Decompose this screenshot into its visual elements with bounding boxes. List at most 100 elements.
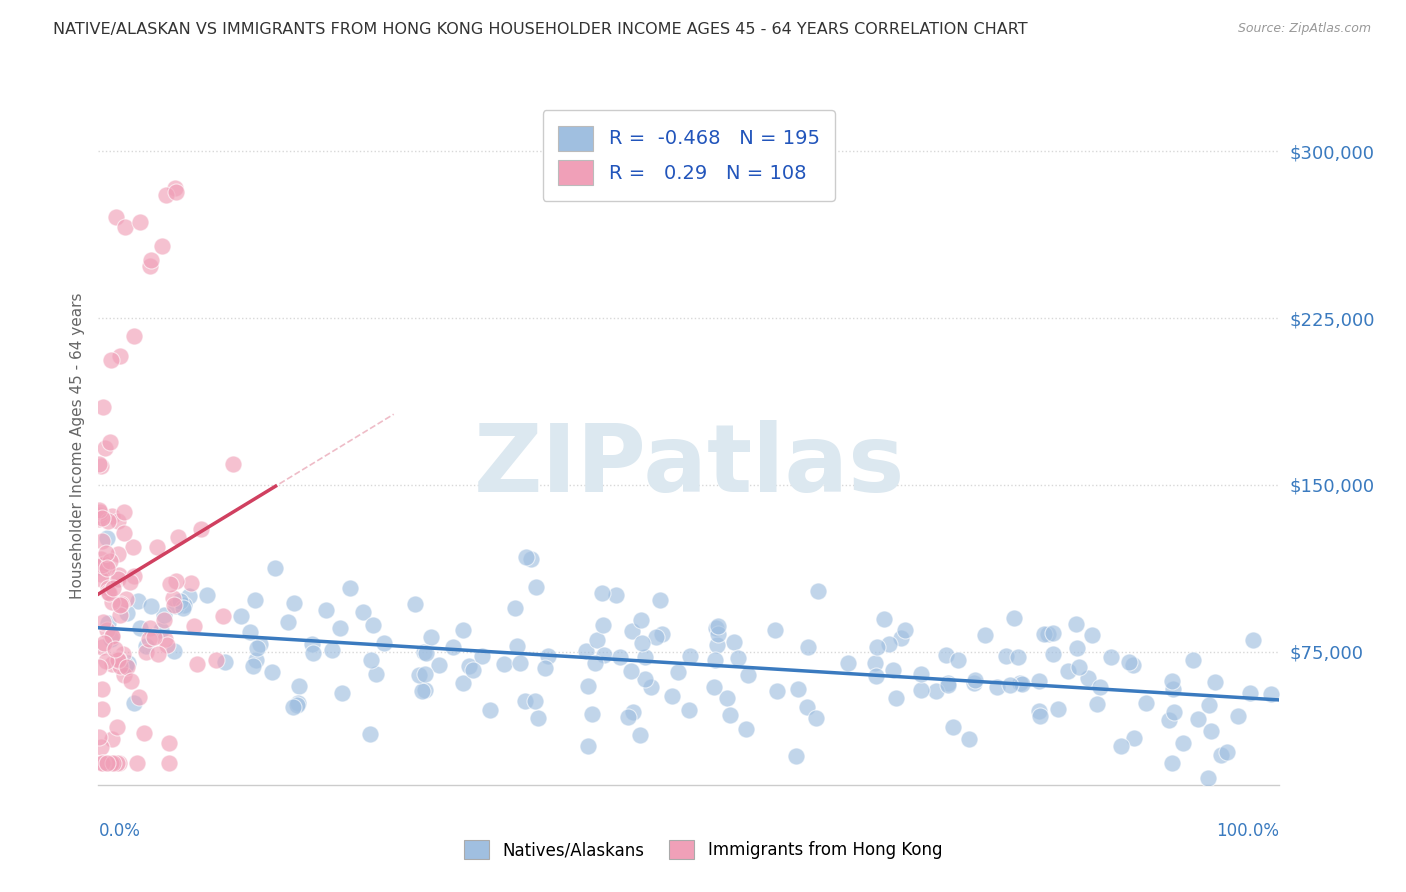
Point <box>98 434 121 449</box>
Point <box>620 664 643 678</box>
Point <box>478 703 501 717</box>
Point <box>1066 617 1088 632</box>
Point <box>411 683 433 698</box>
Point <box>101 630 124 644</box>
Point <box>523 694 546 708</box>
Point <box>704 653 727 667</box>
Point <box>115 606 138 620</box>
Point <box>155 188 177 202</box>
Point <box>90 572 112 586</box>
Point <box>93 557 115 571</box>
Point <box>806 711 828 725</box>
Point <box>163 598 186 612</box>
Point <box>1122 731 1144 745</box>
Point <box>894 623 917 637</box>
Point <box>90 458 112 473</box>
Point <box>96 561 118 575</box>
Point <box>172 601 194 615</box>
Point <box>1008 676 1031 690</box>
Point <box>727 651 749 665</box>
Point <box>101 581 124 595</box>
Point <box>361 617 384 632</box>
Point <box>107 547 129 561</box>
Point <box>128 690 150 704</box>
Point <box>1161 682 1184 697</box>
Point <box>419 630 441 644</box>
Point <box>128 215 150 229</box>
Point <box>352 605 374 619</box>
Text: Source: ZipAtlas.com: Source: ZipAtlas.com <box>1237 22 1371 36</box>
Point <box>963 673 986 687</box>
Point <box>934 648 956 662</box>
Point <box>716 690 738 705</box>
Point <box>157 736 180 750</box>
Point <box>114 219 136 234</box>
Point <box>285 698 308 712</box>
Point <box>807 584 830 599</box>
Point <box>249 637 271 651</box>
Point <box>408 668 430 682</box>
Point <box>1187 712 1209 726</box>
Point <box>105 720 128 734</box>
Point <box>118 574 141 589</box>
Point <box>156 638 179 652</box>
Point <box>634 672 657 686</box>
Point <box>581 707 603 722</box>
Point <box>301 646 323 660</box>
Point <box>451 623 474 637</box>
Point <box>1209 748 1232 763</box>
Point <box>138 632 160 647</box>
Point <box>534 661 557 675</box>
Point <box>89 505 111 519</box>
Point <box>90 756 112 770</box>
Point <box>117 656 139 670</box>
Point <box>527 711 550 725</box>
Point <box>94 546 117 560</box>
Point <box>100 756 122 770</box>
Point <box>1007 649 1029 664</box>
Point <box>330 685 353 699</box>
Point <box>513 694 536 708</box>
Point <box>628 728 651 742</box>
Point <box>1042 625 1064 640</box>
Point <box>100 353 122 368</box>
Point <box>706 627 728 641</box>
Point <box>277 615 299 629</box>
Point <box>165 599 187 613</box>
Point <box>89 659 111 673</box>
Point <box>110 597 132 611</box>
Point <box>93 636 115 650</box>
Point <box>1057 664 1080 678</box>
Point <box>586 633 609 648</box>
Point <box>963 676 986 690</box>
Point <box>404 598 426 612</box>
Point <box>413 682 436 697</box>
Point <box>97 582 120 596</box>
Point <box>91 681 114 696</box>
Point <box>1173 736 1195 750</box>
Point <box>141 599 163 614</box>
Point <box>186 657 208 671</box>
Point <box>1002 611 1025 625</box>
Point <box>1198 698 1220 712</box>
Point <box>998 678 1021 692</box>
Point <box>910 682 932 697</box>
Point <box>148 647 170 661</box>
Point <box>283 597 305 611</box>
Point <box>737 668 759 682</box>
Point <box>884 691 907 706</box>
Point <box>973 628 995 642</box>
Point <box>90 740 112 755</box>
Point <box>616 710 638 724</box>
Point <box>1135 697 1157 711</box>
Point <box>153 632 176 646</box>
Point <box>413 645 436 659</box>
Point <box>90 566 112 581</box>
Point <box>143 630 166 644</box>
Point <box>1181 652 1204 666</box>
Point <box>661 690 683 704</box>
Point <box>494 657 516 671</box>
Point <box>1239 686 1261 700</box>
Point <box>159 576 181 591</box>
Point <box>359 727 381 741</box>
